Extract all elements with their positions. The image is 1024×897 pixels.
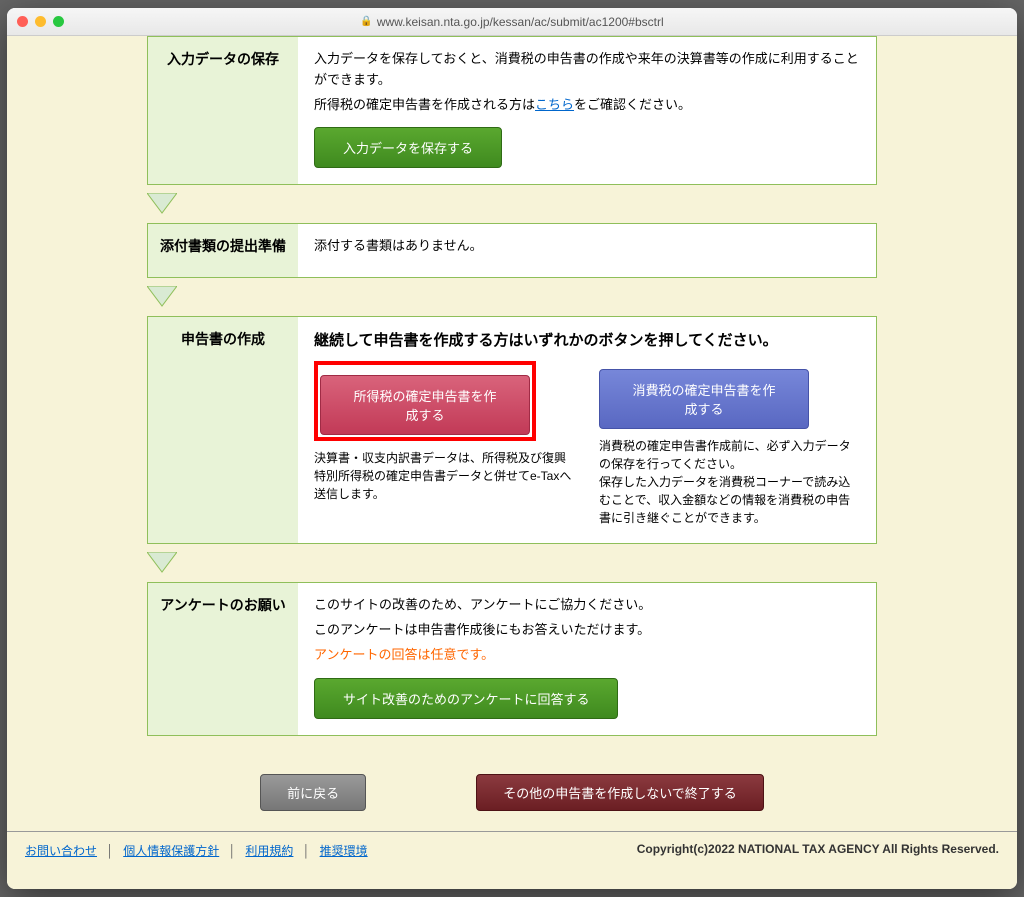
titlebar: 🔒 www.keisan.nta.go.jp/kessan/ac/submit/… bbox=[7, 8, 1017, 36]
address-bar: 🔒 www.keisan.nta.go.jp/kessan/ac/submit/… bbox=[360, 15, 663, 29]
finish-button[interactable]: その他の申告書を作成しないで終了する bbox=[476, 774, 764, 811]
section-body: 継続して申告書を作成する方はいずれかのボタンを押してください。 所得税の確定申告… bbox=[298, 317, 876, 543]
section-title: 申告書の作成 bbox=[148, 317, 298, 543]
close-icon[interactable] bbox=[17, 16, 28, 27]
bottom-nav: 前に戻る その他の申告書を作成しないで終了する bbox=[147, 766, 877, 811]
highlight-frame: 所得税の確定申告書を作成する bbox=[314, 361, 536, 441]
window-controls bbox=[17, 16, 64, 27]
link-kochira[interactable]: こちら bbox=[535, 97, 574, 112]
section-body: 添付する書類はありません。 bbox=[298, 224, 876, 277]
lock-icon: 🔒 bbox=[360, 16, 372, 27]
footer-link-privacy[interactable]: 個人情報保護方針 bbox=[123, 844, 219, 858]
minimize-icon[interactable] bbox=[35, 16, 46, 27]
section-create-return: 申告書の作成 継続して申告書を作成する方はいずれかのボタンを押してください。 所… bbox=[147, 316, 877, 544]
url-text: www.keisan.nta.go.jp/kessan/ac/submit/ac… bbox=[377, 15, 664, 29]
footer-link-env[interactable]: 推奨環境 bbox=[320, 844, 368, 858]
save-data-button[interactable]: 入力データを保存する bbox=[314, 127, 502, 168]
text: このサイトの改善のため、アンケートにご協力ください。 bbox=[314, 595, 860, 616]
footer: お問い合わせ │ 個人情報保護方針 │ 利用規約 │ 推奨環境 Copyrigh… bbox=[7, 831, 1017, 869]
arrow-down-icon bbox=[147, 193, 877, 215]
text: 所得税の確定申告書を作成される方はこちらをご確認ください。 bbox=[314, 95, 860, 116]
footer-link-terms[interactable]: 利用規約 bbox=[245, 844, 293, 858]
section-save-data: 入力データの保存 入力データを保存しておくと、消費税の申告書の作成や来年の決算書… bbox=[147, 36, 877, 185]
text-optional: アンケートの回答は任意です。 bbox=[314, 645, 860, 666]
section-body: 入力データを保存しておくと、消費税の申告書の作成や来年の決算書等の作成に利用する… bbox=[298, 37, 876, 184]
heading: 継続して申告書を作成する方はいずれかのボタンを押してください。 bbox=[314, 329, 860, 353]
section-title: 入力データの保存 bbox=[148, 37, 298, 184]
desc-right: 消費税の確定申告書作成前に、必ず入力データの保存を行ってください。 保存した入力… bbox=[599, 437, 860, 527]
desc-left: 決算書・収支内訳書データは、所得税及び復興特別所得税の確定申告書データと併せてe… bbox=[314, 449, 575, 503]
footer-links: お問い合わせ │ 個人情報保護方針 │ 利用規約 │ 推奨環境 bbox=[25, 842, 368, 859]
copyright: Copyright(c)2022 NATIONAL TAX AGENCY All… bbox=[637, 842, 999, 859]
browser-window: 🔒 www.keisan.nta.go.jp/kessan/ac/submit/… bbox=[7, 8, 1017, 889]
create-consumption-tax-button[interactable]: 消費税の確定申告書を作成する bbox=[599, 369, 809, 429]
section-title: 添付書類の提出準備 bbox=[148, 224, 298, 277]
create-income-tax-button[interactable]: 所得税の確定申告書を作成する bbox=[320, 375, 530, 435]
section-body: このサイトの改善のため、アンケートにご協力ください。 このアンケートは申告書作成… bbox=[298, 583, 876, 734]
maximize-icon[interactable] bbox=[53, 16, 64, 27]
back-button[interactable]: 前に戻る bbox=[260, 774, 366, 811]
footer-link-contact[interactable]: お問い合わせ bbox=[25, 844, 97, 858]
text: このアンケートは申告書作成後にもお答えいただけます。 bbox=[314, 620, 860, 641]
section-attachments: 添付書類の提出準備 添付する書類はありません。 bbox=[147, 223, 877, 278]
arrow-down-icon bbox=[147, 552, 877, 574]
section-survey: アンケートのお願い このサイトの改善のため、アンケートにご協力ください。 このア… bbox=[147, 582, 877, 735]
text: 入力データを保存しておくと、消費税の申告書の作成や来年の決算書等の作成に利用する… bbox=[314, 49, 860, 91]
text: 添付する書類はありません。 bbox=[314, 236, 860, 257]
arrow-down-icon bbox=[147, 286, 877, 308]
page-content: 入力データの保存 入力データを保存しておくと、消費税の申告書の作成や来年の決算書… bbox=[7, 36, 1017, 889]
section-title: アンケートのお願い bbox=[148, 583, 298, 734]
survey-button[interactable]: サイト改善のためのアンケートに回答する bbox=[314, 678, 618, 719]
